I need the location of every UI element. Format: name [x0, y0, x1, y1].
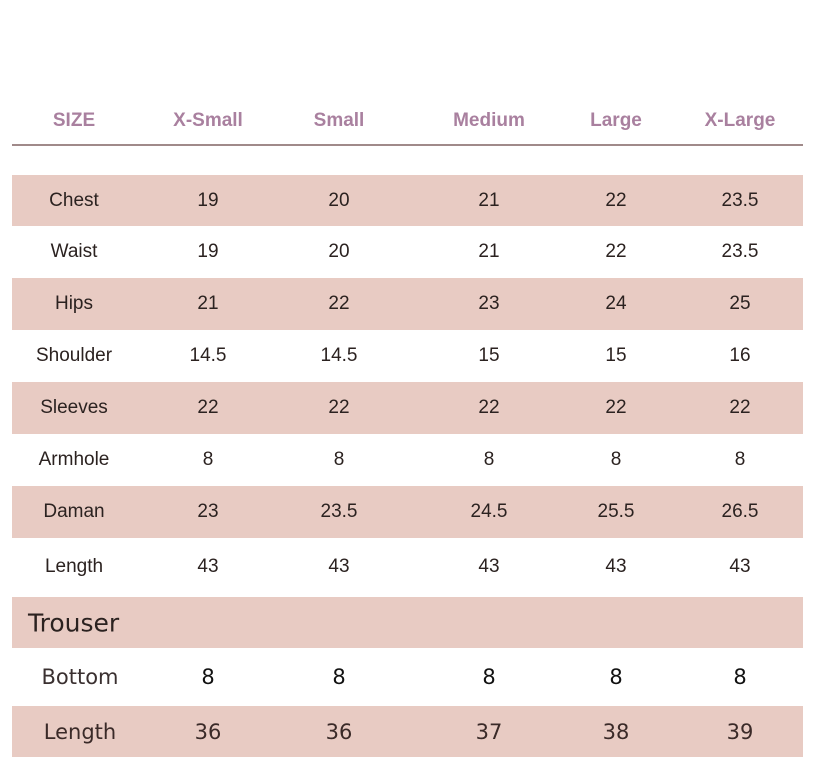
header-large: Large [590, 110, 642, 131]
measurement-cell: 37 [475, 719, 503, 744]
header-size: SIZE [52, 110, 96, 131]
measurement-cell: 22 [605, 397, 627, 418]
table-row: Length 43 43 43 43 43 [12, 538, 803, 596]
measurement-cell: 15 [478, 345, 500, 366]
measurement-cell: 14.5 [189, 345, 227, 366]
measurement-cell: 23 [197, 501, 219, 522]
measurement-cell: 22 [328, 293, 350, 314]
measurement-cell: 36 [325, 719, 353, 744]
measurement-cell: 23 [478, 293, 500, 314]
header-x-small: X-Small [173, 110, 243, 131]
row-label: Hips [54, 293, 94, 314]
measurement-cell: 19 [197, 189, 219, 211]
measurement-cell: 23.5 [721, 241, 759, 262]
measurement-cell: 43 [328, 556, 350, 577]
measurement-cell: 8 [332, 664, 346, 689]
table-row: Length 36 36 37 38 39 [12, 706, 803, 757]
measurement-cell: 43 [729, 556, 751, 577]
measurement-cell: 26.5 [721, 501, 759, 522]
measurement-cell: 22 [197, 397, 219, 418]
measurement-cell: 16 [729, 345, 751, 366]
measurement-cell: 22 [478, 397, 500, 418]
measurement-cell: 43 [197, 556, 219, 577]
table-row: Daman 23 23.5 24.5 25.5 26.5 [12, 486, 803, 538]
measurement-cell: 8 [733, 664, 747, 689]
measurement-cell: 25 [729, 293, 751, 314]
measurement-cell: 43 [605, 556, 627, 577]
measurement-cell: 22 [605, 241, 627, 262]
measurement-cell: 20 [328, 189, 350, 211]
measurement-cell: 23.5 [721, 189, 759, 211]
measurement-cell: 8 [483, 449, 495, 470]
measurement-cell: 14.5 [320, 345, 358, 366]
measurement-cell: 23.5 [320, 501, 358, 522]
measurement-cell: 8 [610, 449, 622, 470]
measurement-cell: 20 [328, 241, 350, 262]
measurement-cell: 25.5 [597, 501, 635, 522]
row-label: Length [44, 556, 104, 577]
measurement-cell: 21 [478, 189, 500, 211]
measurement-cell: 8 [482, 664, 496, 689]
table-row: Chest 19 20 21 22 23.5 [12, 175, 803, 226]
row-label: Chest [49, 189, 99, 211]
measurement-cell: 8 [201, 664, 215, 689]
row-label: Shoulder [35, 345, 113, 366]
measurement-cell: 21 [197, 293, 219, 314]
size-chart-header: SIZE X-Small Small Medium Large X-Large [0, 110, 827, 136]
measurement-cell: 39 [726, 719, 754, 744]
measurement-cell: 8 [202, 449, 214, 470]
trouser-section-row: Trouser [12, 597, 803, 648]
row-label: Armhole [38, 449, 110, 470]
measurement-cell: 24 [605, 293, 627, 314]
table-row: Hips 21 22 23 24 25 [12, 278, 803, 330]
measurement-cell: 15 [605, 345, 627, 366]
row-label: Length [43, 719, 117, 744]
table-row: Sleeves 22 22 22 22 22 [12, 382, 803, 434]
measurement-cell: 24.5 [470, 501, 508, 522]
header-medium: Medium [453, 110, 525, 131]
measurement-cell: 8 [333, 449, 345, 470]
measurement-cell: 21 [478, 241, 500, 262]
trouser-section-title: Trouser [28, 608, 120, 637]
header-x-large: X-Large [704, 110, 776, 131]
measurement-cell: 19 [197, 241, 219, 262]
row-label: Waist [50, 241, 98, 262]
table-row: Armhole 8 8 8 8 8 [12, 434, 803, 486]
measurement-cell: 22 [328, 397, 350, 418]
measurement-cell: 8 [734, 449, 746, 470]
header-divider [12, 144, 803, 146]
table-row: Bottom 8 8 8 8 8 [12, 648, 803, 705]
header-small: Small [313, 110, 365, 131]
table-row: Waist 19 20 21 22 23.5 [12, 226, 803, 278]
measurement-cell: 36 [194, 719, 222, 744]
measurement-cell: 43 [478, 556, 500, 577]
table-row: Shoulder 14.5 14.5 15 15 16 [12, 330, 803, 382]
measurement-cell: 38 [602, 719, 630, 744]
measurement-cell: 22 [605, 189, 627, 211]
measurement-cell: 22 [729, 397, 751, 418]
measurement-cell: 8 [609, 664, 623, 689]
row-label: Bottom [41, 664, 119, 689]
row-label: Daman [43, 501, 105, 522]
row-label: Sleeves [40, 397, 108, 418]
